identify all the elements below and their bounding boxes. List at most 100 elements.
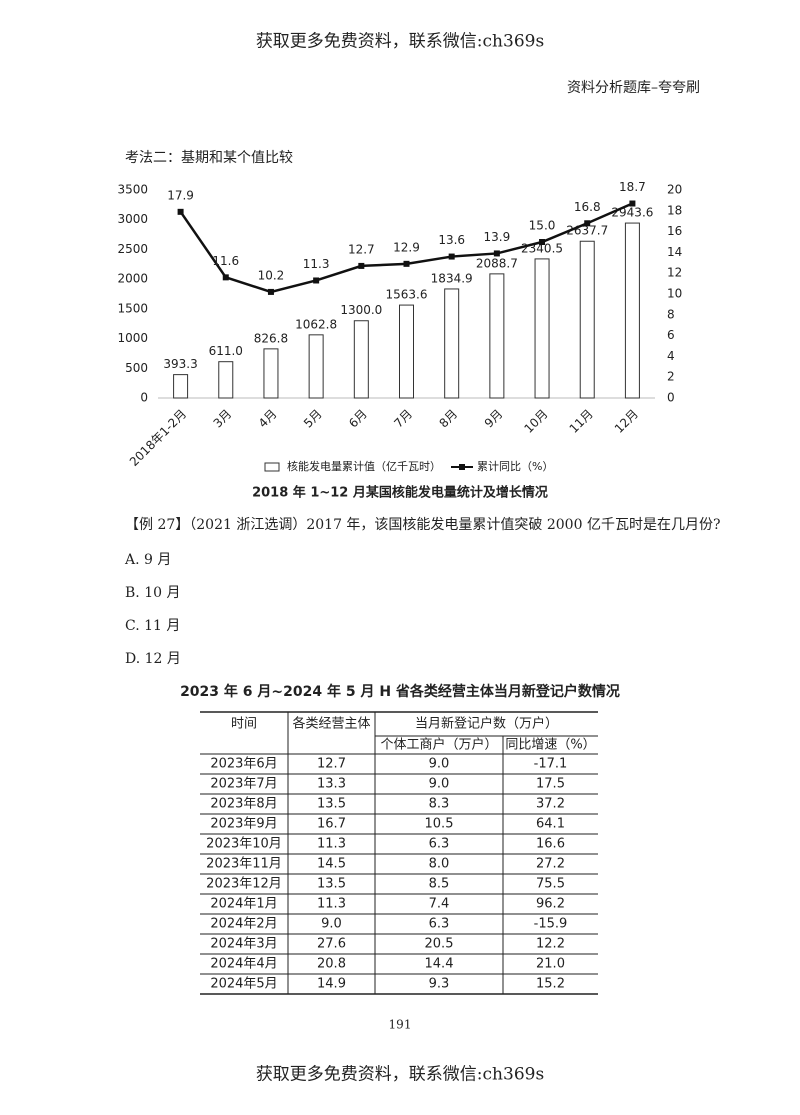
bar: [534, 258, 550, 399]
legend-label: 累计同比（%）: [477, 460, 553, 473]
y2-tick-label: 4: [667, 349, 675, 363]
table-cell: 9.3: [429, 977, 450, 992]
line-value-label: 13.6: [438, 233, 465, 247]
table-cell: 12.2: [536, 937, 565, 952]
table-cell: 16.6: [536, 837, 565, 852]
x-tick-label: 3月: [211, 407, 235, 431]
bar: [444, 288, 460, 399]
book-title: 资料分析题库–夸夸刷: [567, 80, 700, 96]
legend-swatch: [459, 464, 465, 470]
table-cell: 6.3: [429, 837, 450, 852]
option: B. 10 月: [125, 585, 180, 601]
bar: [308, 334, 324, 399]
table-cell: 21.0: [536, 957, 565, 972]
table-cell: 2023年8月: [210, 797, 277, 812]
bar-value-label: 611.0: [209, 344, 243, 358]
line-value-label: 11.3: [303, 257, 330, 271]
table-cell: 2023年7月: [210, 777, 277, 792]
y-tick-label: 0: [140, 391, 148, 405]
y-tick-label: 3500: [117, 183, 148, 197]
y-tick-label: 1500: [117, 301, 148, 315]
line-marker: [403, 260, 410, 267]
table-cell: 13.5: [317, 797, 346, 812]
table-cell: 8.3: [429, 797, 450, 812]
y-tick-label: 2000: [117, 272, 148, 286]
bar: [263, 348, 279, 399]
line-value-label: 16.8: [574, 200, 601, 214]
y-tick-label: 3000: [117, 212, 148, 226]
bar-value-label: 393.3: [163, 357, 197, 371]
line-marker: [629, 200, 636, 207]
table-cell: 64.1: [536, 817, 565, 832]
table-cell: 2024年4月: [210, 957, 277, 972]
table-cell: 75.5: [536, 877, 565, 892]
table-cell: 2024年5月: [210, 977, 277, 992]
table-header: 各类经营主体: [292, 716, 370, 732]
table-cell: 11.3: [317, 897, 346, 912]
table-cell: -15.9: [534, 917, 568, 932]
table-cell: 2023年6月: [210, 757, 277, 772]
table-cell: 20.8: [317, 957, 346, 972]
bar-value-label: 826.8: [254, 331, 288, 345]
line-value-label: 11.6: [212, 254, 239, 268]
table-subheader: 同比增速（%）: [505, 738, 595, 753]
x-tick-label: 2018年1-2月: [127, 407, 189, 469]
table-subheader: 个体工商户（万户）: [380, 737, 497, 753]
table-cell: 2024年1月: [210, 897, 277, 912]
line-marker: [493, 250, 500, 257]
table-cell: 10.5: [425, 817, 454, 832]
table-cell: 7.4: [429, 897, 450, 912]
line-marker: [539, 239, 546, 245]
y2-tick-label: 10: [667, 287, 682, 301]
table-cell: 15.2: [536, 977, 565, 992]
x-tick-label: 5月: [301, 407, 325, 431]
table-cell: 9.0: [429, 777, 450, 792]
bar-value-label: 1300.0: [340, 303, 382, 317]
y2-tick-label: 14: [667, 245, 682, 259]
x-tick-label: 7月: [391, 407, 415, 431]
y-tick-label: 1000: [117, 331, 148, 345]
line-marker: [448, 253, 455, 260]
table-cell: 2024年2月: [210, 917, 277, 932]
table-cell: 14.9: [317, 977, 346, 992]
line-value-label: 12.9: [393, 240, 420, 254]
line-marker: [358, 262, 365, 269]
y-tick-label: 2500: [117, 242, 148, 256]
line-value-label: 10.2: [258, 268, 285, 282]
table-cell: 9.0: [321, 917, 342, 932]
bar: [218, 361, 234, 399]
table-cell: 2024年3月: [210, 937, 277, 952]
table-cell: 9.0: [429, 757, 450, 772]
table-cell: 96.2: [536, 897, 565, 912]
table-cell: 12.7: [317, 757, 346, 772]
option: A. 9 月: [124, 552, 171, 568]
x-tick-label: 8月: [436, 407, 460, 431]
bar-value-label: 1563.6: [386, 288, 428, 302]
table-cell: 2023年10月: [206, 837, 282, 852]
line-value-label: 18.7: [619, 180, 646, 194]
line-value-label: 17.9: [167, 188, 194, 202]
table-cell: 11.3: [317, 837, 346, 852]
bar: [579, 240, 595, 399]
line-marker: [222, 274, 229, 281]
y2-tick-label: 8: [667, 307, 675, 321]
table-title: 2023 年 6 月~2024 年 5 月 H 省各类经营主体当月新登记户数情况: [180, 683, 620, 700]
option: D. 12 月: [125, 651, 181, 667]
x-tick-label: 12月: [612, 407, 641, 436]
table-cell: 14.4: [425, 957, 454, 972]
x-tick-label: 4月: [256, 407, 280, 431]
bar: [353, 320, 369, 399]
table-cell: 27.2: [536, 857, 565, 872]
y2-tick-label: 18: [667, 203, 682, 217]
table-cell: 13.3: [317, 777, 346, 792]
table-cell: 16.7: [317, 817, 346, 832]
bar-value-label: 1834.9: [431, 271, 473, 285]
table-cell: 20.5: [425, 937, 454, 952]
x-tick-label: 10月: [521, 407, 550, 436]
table-cell: -17.1: [534, 757, 568, 772]
banner: 获取更多免费资料，联系微信:ch369s: [256, 32, 544, 52]
line-marker: [313, 277, 320, 284]
y2-tick-label: 16: [667, 224, 682, 238]
bar-value-label: 2088.7: [476, 256, 518, 270]
